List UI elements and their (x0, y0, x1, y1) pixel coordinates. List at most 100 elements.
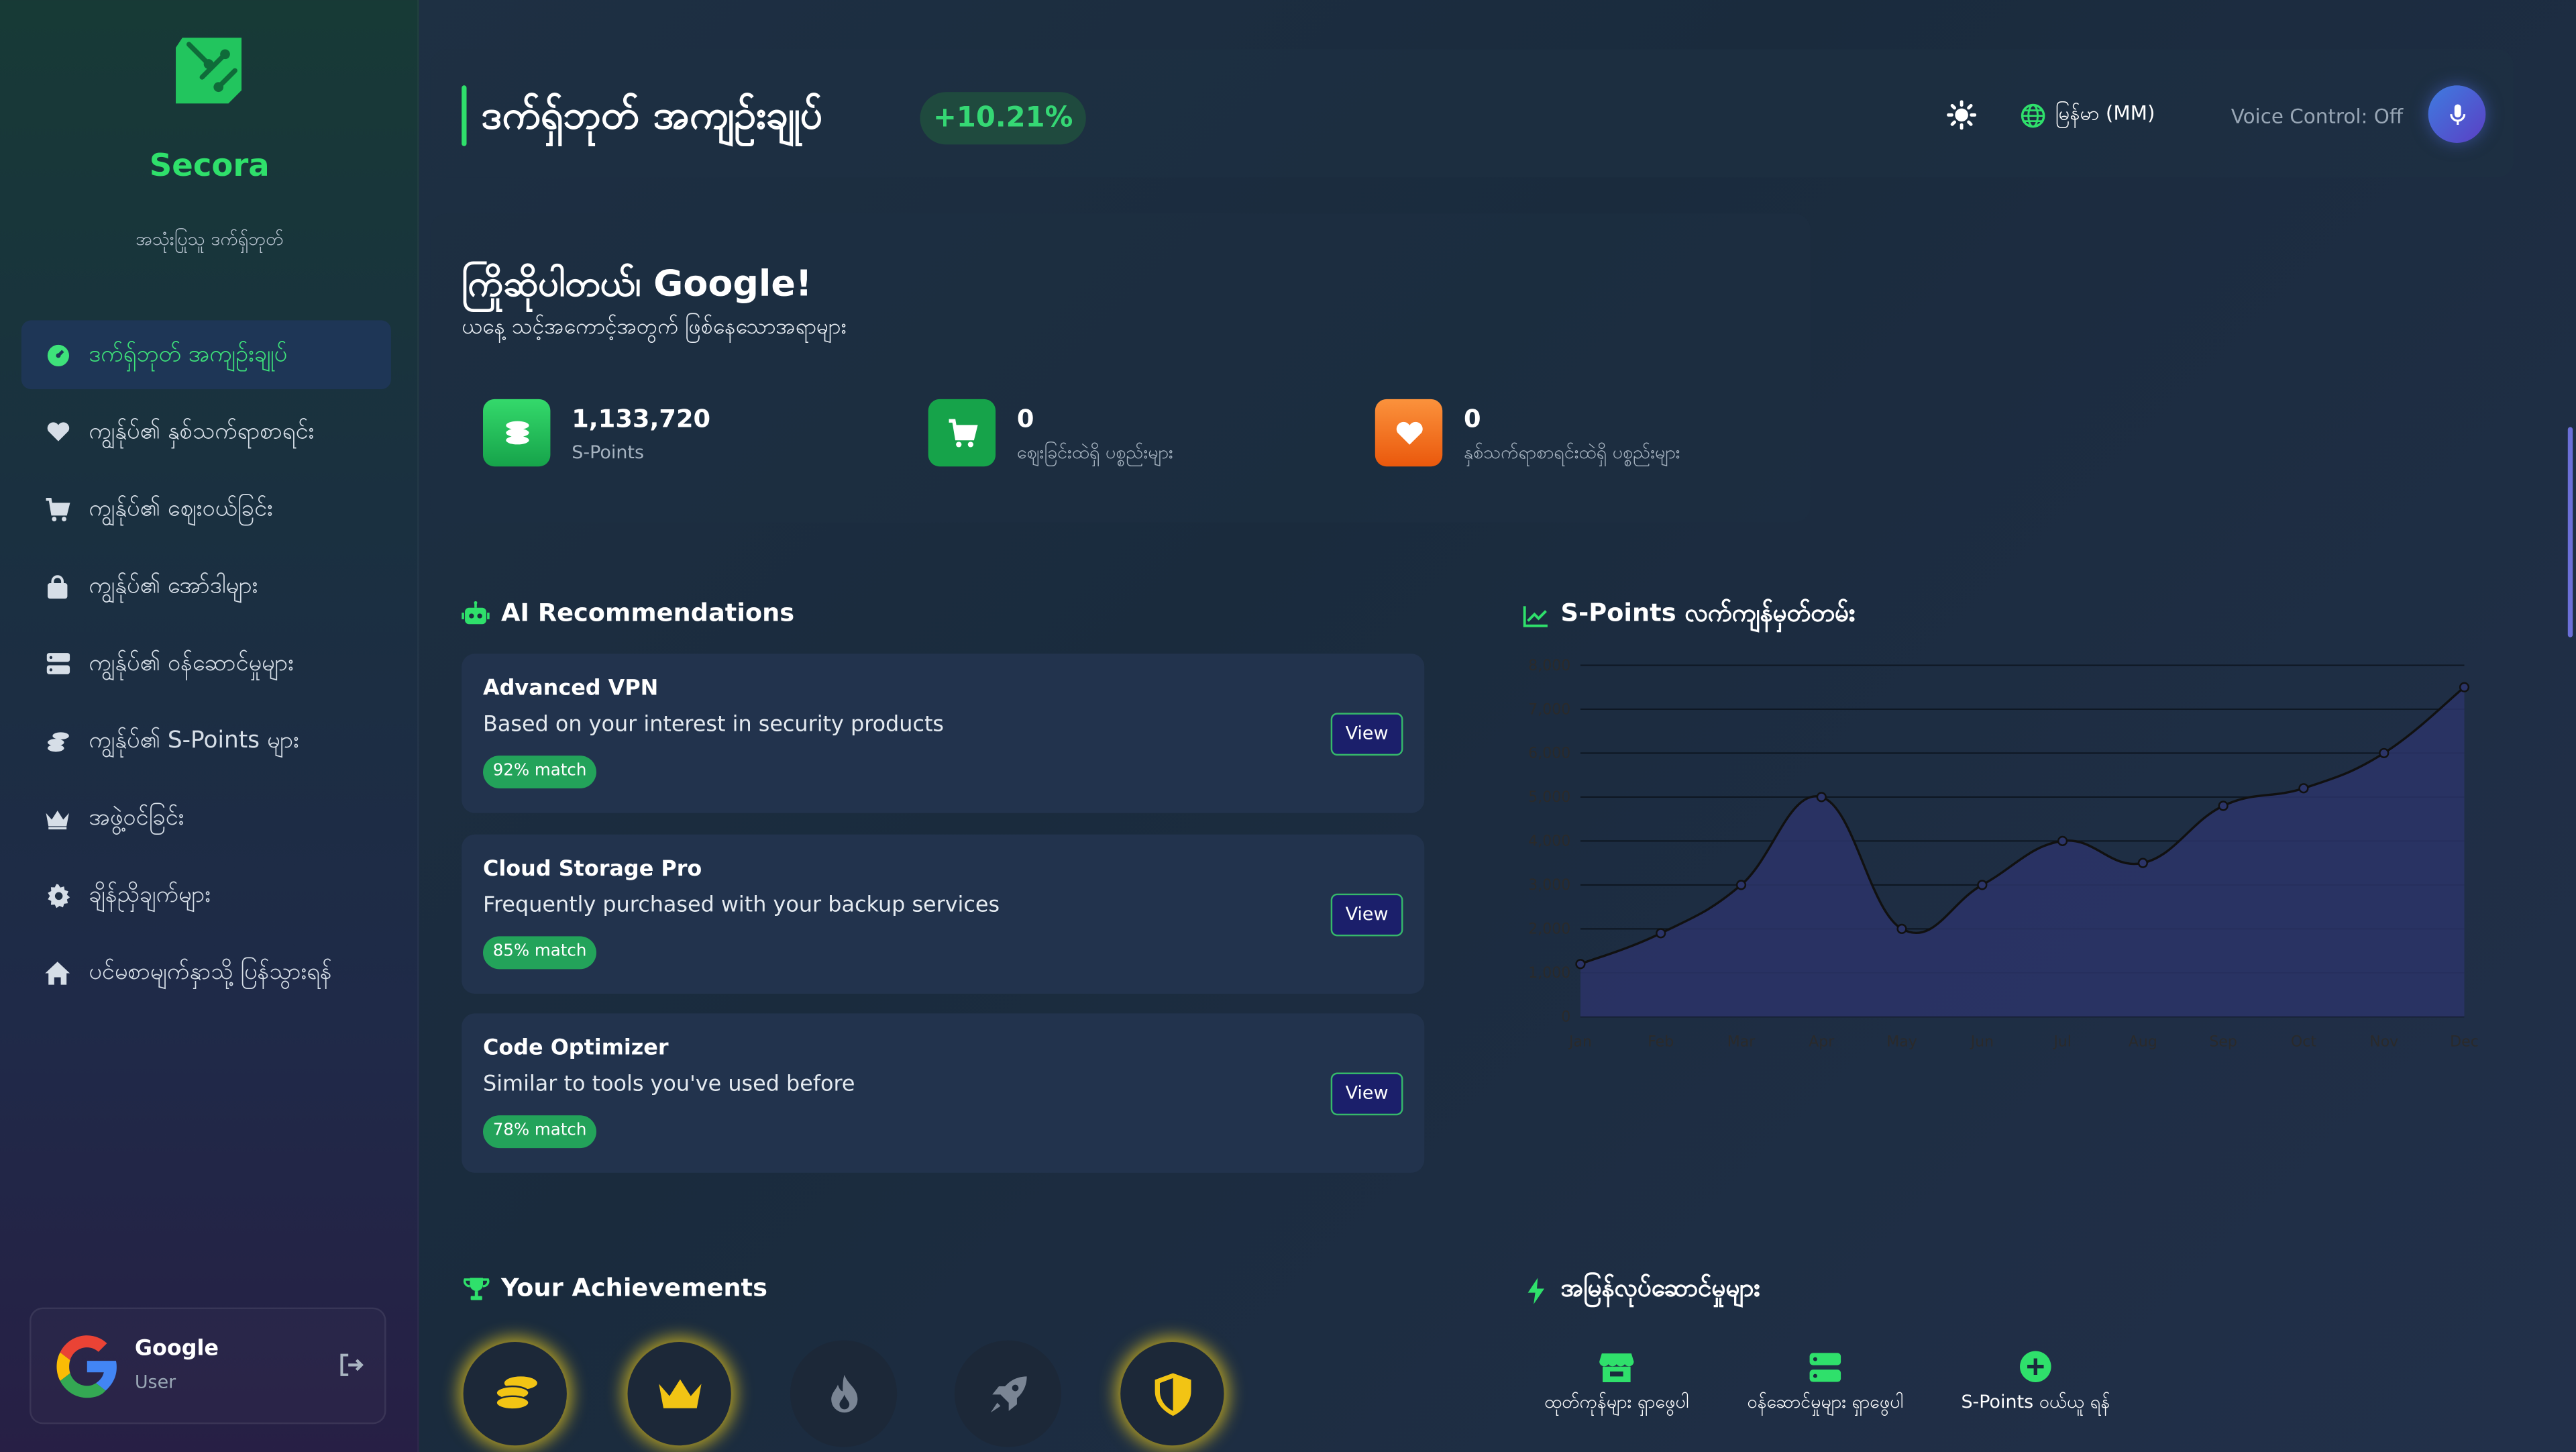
stat-label: ဈေးခြင်းထဲရှိ ပစ္စည်းများ (1016, 442, 1173, 464)
globe-icon (2021, 103, 2045, 127)
stat-cart-items: 0 ဈေးခြင်းထဲရှိ ပစ္စည်းများ (928, 399, 1323, 472)
plus-circle-icon (2017, 1350, 2053, 1383)
user-name: Google (134, 1337, 219, 1362)
view-button[interactable]: View (1330, 893, 1403, 937)
chart-data-point (2057, 835, 2068, 846)
sidebar-item-label: ကျွန်ုပ်၏ S-Points များ (89, 727, 299, 754)
quick-action-label: ထုတ်ကုန်များ ရှာဖွေပါ (1544, 1391, 1689, 1413)
recommendation-name: Advanced VPN (483, 676, 659, 702)
y-tick-label: 1,000 (1528, 965, 1570, 982)
theme-toggle-sun-icon[interactable] (1947, 100, 1977, 130)
stat-wishlist-items: 0 နှစ်သက်ရာစာရင်းထဲရှိ ပစ္စည်းများ (1375, 399, 1803, 472)
ai-recommendations-title: AI Recommendations (462, 598, 794, 627)
y-tick-label: 4,000 (1528, 833, 1570, 850)
change-badge: +10.21% (920, 92, 1086, 145)
spoints-chart-svg: 0 1,000 2,000 3,000 4,000 5,000 6,000 7,000 8,00… (1528, 658, 2479, 1051)
sidebar-item-spoints[interactable]: ကျွန်ုပ်၏ S-Points များ (21, 707, 391, 776)
chart-data-point (1656, 928, 1666, 939)
chart-data-point (1977, 880, 1988, 890)
recommendation-card: Code Optimizer Similar to tools you've u… (462, 1013, 1425, 1173)
top-header: ဒက်ရှ်ဘုတ် အကျဉ်းချုပ် +10.21% မြန်မာ (M… (430, 49, 2514, 178)
quick-action-label: ဝန်ဆောင်မှုများ ရှာဖွေပါ (1747, 1391, 1904, 1413)
coins-icon (43, 726, 72, 756)
sidebar-item-orders[interactable]: ကျွန်ုပ်၏ အော်ဒါများ (21, 552, 391, 621)
google-logo-icon (52, 1332, 121, 1401)
sidebar-item-label: အဖွဲ့ဝင်ခြင်း (89, 804, 184, 831)
gear-icon (43, 880, 72, 910)
sidebar-item-home[interactable]: ပင်မစာမျက်နှာသို့ ပြန်သွားရန် (21, 938, 391, 1007)
quick-action-browse-products[interactable]: ထုတ်ကုန်များ ရှာဖွေပါ (1518, 1350, 1715, 1416)
microphone-icon (2449, 103, 2465, 124)
achievements-title: Your Achievements (462, 1273, 767, 1302)
recommendation-reason: Similar to tools you've used before (483, 1072, 855, 1098)
sidebar-item-dashboard[interactable]: ဒက်ရှ်ဘုတ် အကျဉ်းချုပ် (21, 320, 391, 390)
x-tick-label: Apr (1809, 1033, 1835, 1050)
x-tick-label: Dec (2450, 1033, 2479, 1050)
achievement-badge[interactable] (790, 1340, 898, 1447)
recommendation-name: Code Optimizer (483, 1036, 669, 1061)
store-icon (1599, 1350, 1635, 1383)
chart-data-point (1735, 880, 1747, 890)
coins-icon (494, 1376, 537, 1410)
sidebar-item-label: ဒက်ရှ်ဘုတ် အကျဉ်းချုပ် (89, 340, 288, 368)
y-tick-label: 5,000 (1528, 789, 1570, 806)
sidebar-item-wishlist[interactable]: ကျွန်ုပ်၏ နှစ်သက်ရာစာရင်း (21, 397, 391, 466)
view-button[interactable]: View (1330, 1072, 1403, 1116)
y-tick-label: 7,000 (1528, 701, 1570, 718)
stat-label: S-Points (572, 442, 645, 464)
chart-data-point (1575, 959, 1586, 970)
sidebar-item-label: ချိန်ညှိချက်များ (89, 881, 211, 908)
coins-icon (483, 399, 551, 467)
sidebar: Secora အသုံးပြုသူ ဒက်ရှ်ဘုတ် ဒက်ရှ်ဘုတ် … (0, 0, 419, 1452)
quick-action-buy-spoints[interactable]: S-Points ဝယ်ယူ ရန် (1937, 1350, 2134, 1416)
server-icon (1807, 1350, 1843, 1383)
achievement-badge[interactable] (1118, 1340, 1226, 1447)
x-tick-label: Jan (1568, 1033, 1592, 1050)
chart-data-point (2137, 858, 2148, 868)
sidebar-item-services[interactable]: ကျွန်ုပ်၏ ဝန်ဆောင်မှုများ (21, 629, 391, 698)
voice-control-status: Voice Control: Off (2231, 105, 2404, 128)
quick-action-browse-services[interactable]: ဝန်ဆောင်မှုများ ရှာဖွေပါ (1727, 1350, 1924, 1416)
quick-actions-title: အမြန်လုပ်ဆောင်မှုများ (1521, 1273, 1760, 1309)
logout-icon[interactable] (338, 1352, 364, 1378)
chart-data-point (1816, 792, 1827, 802)
recommendation-name: Cloud Storage Pro (483, 857, 702, 882)
section-title-text: S-Points လက်ကျန်မှတ်တမ်း (1560, 598, 1856, 628)
achievement-badge[interactable] (626, 1340, 733, 1447)
language-selector[interactable]: မြန်မာ (MM) (2021, 100, 2155, 129)
sidebar-item-label: ပင်မစာမျက်နှာသို့ ပြန်သွားရန် (89, 958, 332, 985)
spoints-chart: 0 1,000 2,000 3,000 4,000 5,000 6,000 7,000 8,00… (1515, 649, 2500, 1076)
x-tick-label: Mar (1727, 1033, 1756, 1050)
chart-data-point (1896, 923, 1907, 934)
scrollbar[interactable] (2567, 427, 2573, 637)
user-card[interactable]: Google User (30, 1307, 386, 1424)
y-tick-label: 8,000 (1528, 658, 1570, 674)
match-badge: 92% match (483, 756, 597, 789)
recommendation-card: Advanced VPN Based on your interest in s… (462, 654, 1425, 813)
rocket-icon (989, 1376, 1026, 1412)
heart-icon (1375, 399, 1443, 467)
microphone-button[interactable] (2428, 85, 2486, 143)
chart-data-point (2379, 747, 2390, 758)
shield-icon (1154, 1372, 1191, 1415)
cart-icon (43, 495, 72, 524)
section-title-text: AI Recommendations (500, 598, 795, 628)
sidebar-item-label: ကျွန်ုပ်၏ အော်ဒါများ (89, 572, 258, 599)
sidebar-item-settings[interactable]: ချိန်ညှိချက်များ (21, 861, 391, 930)
quick-action-label: S-Points ဝယ်ယူ ရန် (1961, 1391, 2110, 1413)
language-label: မြန်မာ (MM) (2055, 101, 2155, 125)
achievement-badge[interactable] (954, 1340, 1062, 1447)
y-tick-label: 2,000 (1528, 921, 1570, 938)
x-tick-label: Oct (2291, 1033, 2316, 1050)
x-tick-label: Aug (2129, 1033, 2157, 1050)
sidebar-item-cart[interactable]: ကျွန်ုပ်၏ ဈေးဝယ်ခြင်း (21, 474, 391, 543)
crown-icon (43, 803, 72, 833)
welcome-subtitle: ယနေ့ သင့်အကောင့်အတွက် ဖြစ်နေသောအရာများ (462, 315, 847, 340)
stat-value: 0 (1464, 404, 1481, 434)
secora-logo-icon[interactable] (169, 32, 248, 111)
sidebar-item-membership[interactable]: အဖွဲ့ဝင်ခြင်း (21, 784, 391, 853)
view-button[interactable]: View (1330, 713, 1403, 756)
x-tick-label: Sep (2209, 1033, 2237, 1050)
achievement-badge[interactable] (462, 1340, 569, 1447)
